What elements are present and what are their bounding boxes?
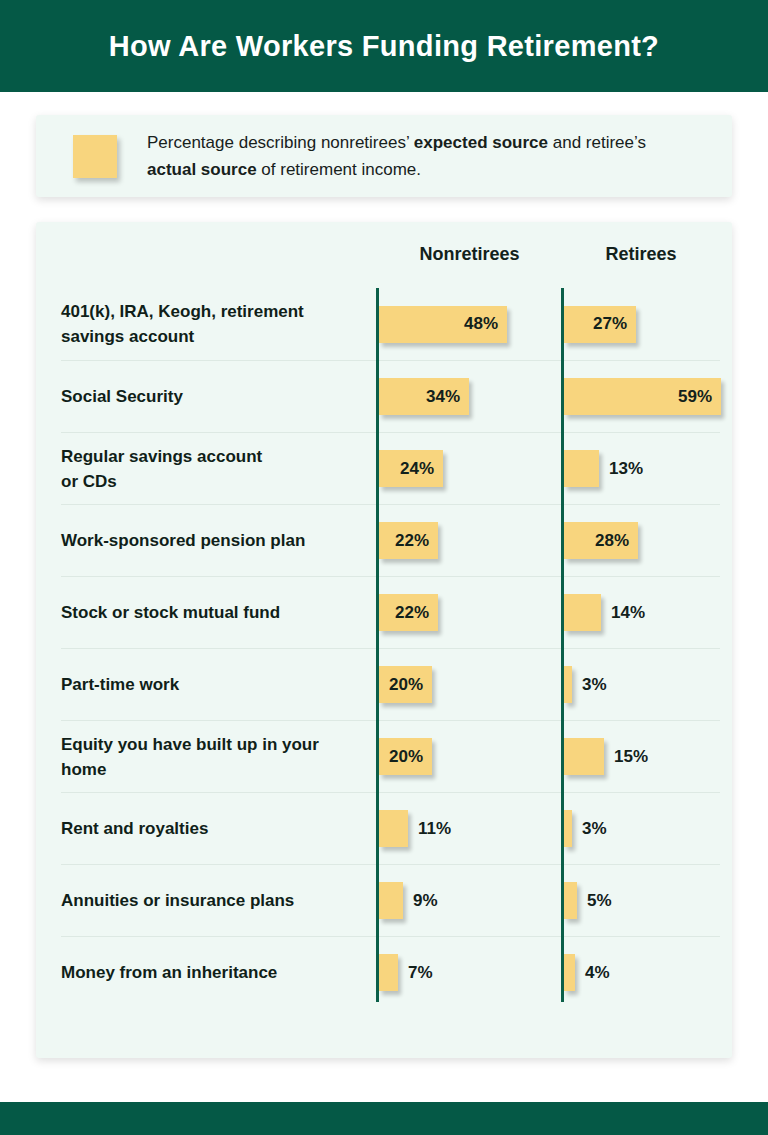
legend-bold-expected-source: expected source [414,133,548,152]
category-label: Money from an inheritance [61,960,377,985]
bar-value-nonretirees: 34% [426,387,460,407]
category-label: Equity you have built up in your home [61,732,377,782]
bar-value-retirees: 59% [678,387,712,407]
category-label: Work-sponsored pension plan [61,528,377,553]
footer-band [0,1102,768,1135]
category-label: Annuities or insurance plans [61,888,377,913]
bar-retirees: 59% [564,378,721,415]
chart-row: Social Security 34% 59% [61,360,720,432]
bar-cell-nonretirees: 11% [377,793,562,864]
bar-retirees [564,810,572,847]
category-label: Part-time work [61,672,377,697]
bar-value-nonretirees: 22% [395,531,429,551]
bar-retirees [564,594,601,631]
chart-row: Money from an inheritance 7% 4% [61,936,720,1008]
bar-retirees [564,882,577,919]
chart-rows: 401(k), IRA, Keogh, retirement savings a… [61,288,720,1008]
bar-nonretirees: 22% [379,594,438,631]
bar-value-retirees: 3% [582,675,607,695]
category-label: Rent and royalties [61,816,377,841]
legend-part1: Percentage describing nonretirees’ [147,133,414,152]
bar-value-retirees: 5% [587,891,612,911]
bar-cell-retirees: 3% [562,793,720,864]
header-band: How Are Workers Funding Retirement? [0,0,768,92]
bar-cell-retirees: 27% [562,288,720,360]
bar-cell-nonretirees: 24% [377,433,562,504]
legend-card: Percentage describing nonretirees’ expec… [36,115,732,197]
column-header-retirees: Retirees [562,244,720,265]
bar-retirees [564,954,575,991]
bar-cell-retirees: 15% [562,721,720,792]
bar-cell-retirees: 14% [562,577,720,648]
bar-value-nonretirees: 9% [413,891,438,911]
bar-cell-retirees: 59% [562,361,721,432]
bar-retirees: 27% [564,306,636,343]
bar-nonretirees: 48% [379,306,507,343]
retirees-axis-line [561,288,564,1002]
bar-cell-retirees: 13% [562,433,720,504]
bar-cell-nonretirees: 22% [377,505,562,576]
legend-bold-actual-source: actual source [147,160,257,179]
column-header-nonretirees: Nonretirees [377,244,562,265]
bar-cell-nonretirees: 20% [377,721,562,792]
bar-nonretirees [379,954,398,991]
bar-value-nonretirees: 48% [464,314,498,334]
page-title: How Are Workers Funding Retirement? [109,30,659,63]
bar-retirees [564,450,599,487]
bar-value-retirees: 13% [609,459,643,479]
column-headers: Nonretirees Retirees [61,244,720,288]
bar-nonretirees: 20% [379,666,432,703]
bar-value-retirees: 3% [582,819,607,839]
bar-value-retirees: 15% [614,747,648,767]
chart-card: Nonretirees Retirees 401(k), IRA, Keogh,… [36,222,732,1058]
nonretirees-axis-line [376,288,379,1002]
bar-value-retirees: 27% [593,314,627,334]
bar-value-retirees: 28% [595,531,629,551]
bar-retirees [564,738,604,775]
chart-row: Annuities or insurance plans 9% 5% [61,864,720,936]
bar-nonretirees: 34% [379,378,469,415]
bar-value-retirees: 4% [585,963,610,983]
bar-value-nonretirees: 20% [389,747,423,767]
chart-row: 401(k), IRA, Keogh, retirement savings a… [61,288,720,360]
bar-cell-nonretirees: 22% [377,577,562,648]
legend-part3: of retirement income. [257,160,421,179]
chart-row: Rent and royalties 11% 3% [61,792,720,864]
bar-nonretirees: 24% [379,450,443,487]
bar-value-retirees: 14% [611,603,645,623]
chart-row: Equity you have built up in your home 20… [61,720,720,792]
bar-retirees [564,666,572,703]
category-label: Social Security [61,384,377,409]
chart-row: Part-time work 20% 3% [61,648,720,720]
bar-value-nonretirees: 11% [418,819,451,839]
bar-cell-retirees: 5% [562,865,720,936]
category-label: Stock or stock mutual fund [61,600,377,625]
chart-row: Work-sponsored pension plan 22% 28% [61,504,720,576]
legend-part2: and retiree’s [548,133,646,152]
chart-row: Stock or stock mutual fund 22% 14% [61,576,720,648]
bar-cell-retirees: 4% [562,937,720,1008]
category-label: Regular savings account or CDs [61,444,377,494]
bar-value-nonretirees: 20% [389,675,423,695]
chart-row: Regular savings account or CDs 24% 13% [61,432,720,504]
bar-cell-retirees: 3% [562,649,720,720]
bar-cell-nonretirees: 20% [377,649,562,720]
bar-value-nonretirees: 7% [408,963,433,983]
bar-nonretirees [379,882,403,919]
bar-cell-nonretirees: 7% [377,937,562,1008]
legend-swatch-icon [73,135,117,178]
category-label: 401(k), IRA, Keogh, retirement savings a… [61,299,377,349]
bar-cell-nonretirees: 34% [377,361,562,432]
bar-cell-retirees: 28% [562,505,720,576]
bar-nonretirees: 22% [379,522,438,559]
bar-cell-nonretirees: 48% [377,288,562,360]
bar-nonretirees: 20% [379,738,432,775]
bar-cell-nonretirees: 9% [377,865,562,936]
bar-value-nonretirees: 24% [400,459,434,479]
bar-nonretirees [379,810,408,847]
bar-value-nonretirees: 22% [395,603,429,623]
bar-retirees: 28% [564,522,638,559]
legend-text: Percentage describing nonretirees’ expec… [147,129,652,183]
